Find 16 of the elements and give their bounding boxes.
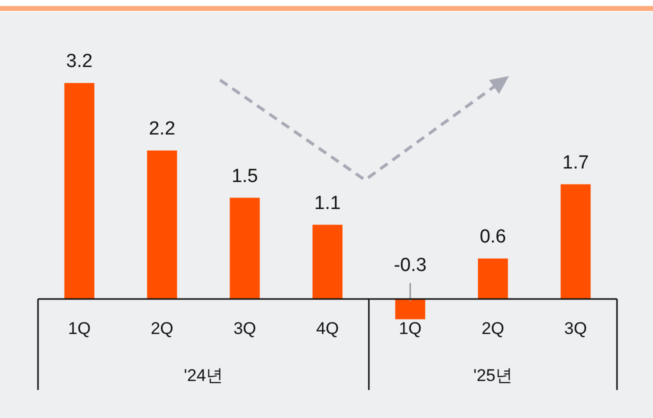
x-tick-label: 2Q [482,319,504,338]
data-label: 1.7 [562,152,589,174]
text: '24년 [184,366,224,385]
data-label: -0.3 [394,255,427,276]
data-label: 2.2 [148,118,176,140]
data-label: 0.6 [480,226,506,248]
x-tick-label: 3Q [233,319,256,338]
x-tick-label: 4Q [316,319,339,338]
text: '25년 [473,366,513,385]
data-label: 1.5 [232,166,258,187]
data-label: 3.2 [66,51,93,72]
x-tick-label: 1Q [68,319,91,338]
x-tick-label: 2Q [150,319,174,338]
x-tick-label: 1Q [398,319,422,338]
data-label: 1.1 [314,192,341,214]
x-tick-label: 3Q [564,319,587,338]
